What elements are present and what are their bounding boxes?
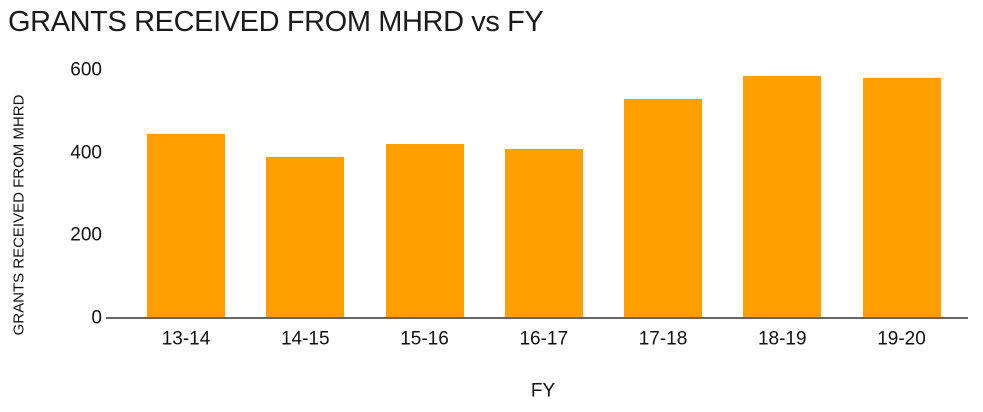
- bar-13-14: [147, 134, 225, 318]
- x-tick-label-15-16: 15-16: [400, 328, 449, 350]
- bar-18-19: [743, 76, 822, 318]
- bar-14-15: [266, 156, 345, 318]
- x-tick-label-13-14: 13-14: [161, 328, 211, 350]
- y-tick-label-600: 600: [70, 59, 102, 81]
- y-tick-label-0: 0: [91, 307, 102, 329]
- x-tick-label-16-17: 16-17: [519, 328, 569, 350]
- y-tick-label-400: 400: [70, 142, 102, 164]
- x-tick-label-18-19: 18-19: [757, 328, 807, 350]
- bar-15-16: [385, 144, 464, 318]
- x-axis-line: [106, 317, 968, 319]
- bar-17-18: [624, 98, 702, 318]
- x-tick-label-14-15: 14-15: [280, 328, 330, 350]
- x-axis-title: FY: [530, 380, 556, 402]
- x-tick-label-17-18: 17-18: [638, 328, 688, 350]
- y-tick-label-200: 200: [70, 224, 102, 246]
- bar-19-20: [862, 78, 941, 318]
- y-axis-title: GRANTS RECEIVED FROM MHRD: [10, 94, 28, 336]
- chart-title: GRANTS RECEIVED FROM MHRD vs FY: [8, 6, 544, 38]
- bar-16-17: [504, 148, 583, 318]
- x-tick-label-19-20: 19-20: [877, 328, 926, 350]
